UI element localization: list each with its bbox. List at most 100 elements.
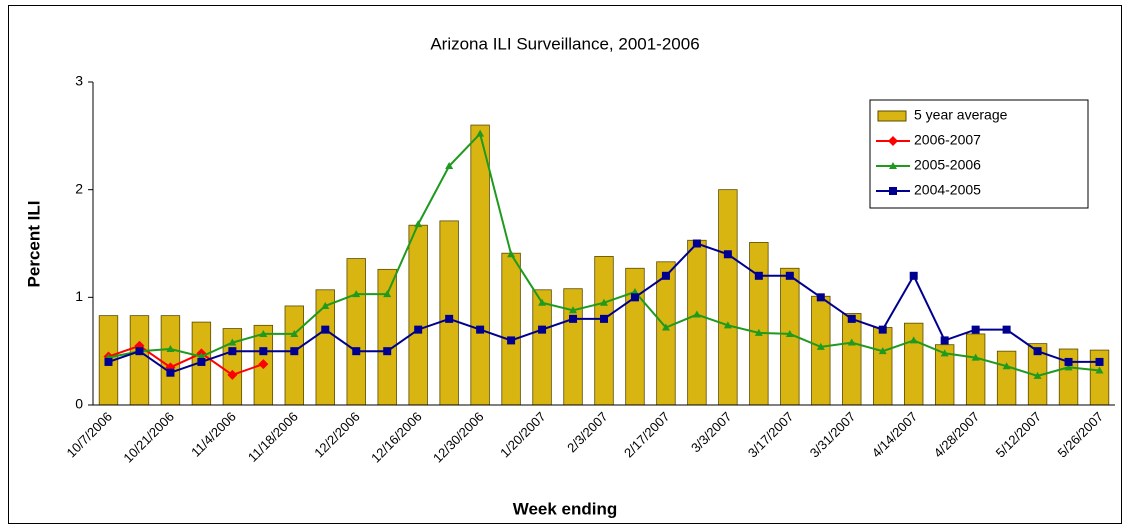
y-tick-label: 3 bbox=[75, 73, 83, 89]
bar bbox=[656, 261, 676, 406]
point bbox=[878, 347, 887, 355]
point bbox=[1095, 366, 1104, 374]
bar bbox=[408, 224, 428, 406]
point bbox=[1033, 347, 1042, 356]
point bbox=[414, 220, 423, 228]
point bbox=[600, 298, 608, 306]
point bbox=[290, 329, 299, 337]
point bbox=[909, 336, 918, 344]
point bbox=[909, 271, 918, 280]
bar bbox=[718, 189, 738, 406]
point bbox=[692, 310, 701, 318]
point bbox=[507, 336, 516, 345]
point bbox=[889, 187, 897, 195]
bar bbox=[532, 289, 552, 406]
point bbox=[878, 325, 887, 334]
point bbox=[104, 357, 113, 366]
bar bbox=[811, 295, 831, 406]
legend-label: 2004-2005 bbox=[914, 182, 981, 198]
point bbox=[538, 325, 547, 334]
point bbox=[785, 271, 794, 280]
bar bbox=[904, 322, 924, 406]
point bbox=[1002, 362, 1011, 370]
y-tick-label: 1 bbox=[75, 288, 83, 304]
y-tick-label: 2 bbox=[75, 180, 83, 196]
bar bbox=[346, 258, 366, 406]
point bbox=[847, 338, 856, 346]
bar bbox=[377, 268, 397, 406]
point bbox=[228, 347, 237, 356]
point bbox=[754, 328, 763, 336]
chart-frame bbox=[8, 5, 1122, 524]
bar bbox=[439, 220, 459, 406]
chart-title: Arizona ILI Surveillance, 2001-2006 bbox=[430, 34, 699, 53]
point bbox=[888, 136, 898, 146]
point bbox=[352, 290, 361, 298]
bar bbox=[1058, 348, 1079, 406]
point bbox=[630, 293, 639, 302]
point bbox=[259, 347, 268, 356]
bar bbox=[129, 315, 150, 406]
bar bbox=[470, 124, 490, 406]
bar bbox=[996, 350, 1017, 406]
point bbox=[816, 342, 825, 350]
point bbox=[1095, 357, 1104, 366]
point bbox=[321, 301, 330, 309]
point bbox=[507, 250, 516, 258]
point bbox=[847, 314, 856, 323]
point bbox=[723, 321, 732, 329]
bar bbox=[873, 327, 893, 406]
legend-swatch bbox=[877, 110, 907, 122]
point bbox=[166, 345, 175, 353]
point bbox=[290, 347, 299, 356]
point bbox=[135, 347, 144, 356]
point bbox=[197, 352, 206, 360]
bar bbox=[563, 288, 583, 406]
point bbox=[1033, 371, 1042, 379]
point bbox=[445, 161, 454, 169]
bar bbox=[749, 242, 769, 406]
point bbox=[228, 338, 237, 346]
bar bbox=[965, 333, 986, 406]
legend: 5 year average 2006-2007 2005-2006 2004-200… bbox=[869, 99, 1089, 209]
y-axis-label: Percent ILI bbox=[24, 201, 43, 288]
point bbox=[383, 290, 392, 298]
point bbox=[940, 336, 949, 345]
point bbox=[754, 271, 763, 280]
bar bbox=[687, 239, 707, 406]
point bbox=[166, 368, 175, 377]
point bbox=[889, 162, 897, 169]
bar bbox=[284, 305, 304, 406]
point bbox=[352, 347, 361, 356]
bar bbox=[160, 315, 181, 406]
point bbox=[569, 306, 578, 314]
legend-label: 2005-2006 bbox=[914, 157, 981, 173]
point bbox=[661, 271, 670, 280]
y-tick-label: 0 bbox=[75, 396, 83, 412]
point bbox=[692, 239, 701, 248]
point bbox=[971, 325, 980, 334]
point bbox=[816, 293, 825, 302]
line bbox=[108, 344, 264, 377]
point bbox=[259, 329, 268, 337]
point bbox=[569, 314, 578, 323]
bar bbox=[501, 252, 521, 406]
point bbox=[1064, 363, 1073, 371]
point bbox=[383, 347, 392, 356]
point bbox=[321, 325, 330, 334]
point bbox=[1064, 357, 1073, 366]
point bbox=[661, 323, 670, 331]
point bbox=[723, 250, 732, 259]
x-axis-label: Week ending bbox=[513, 499, 618, 518]
point bbox=[785, 329, 794, 337]
point bbox=[227, 369, 238, 380]
legend-label: 2006-2007 bbox=[914, 132, 981, 148]
point bbox=[600, 314, 608, 323]
point bbox=[971, 353, 980, 361]
point bbox=[197, 357, 206, 366]
point bbox=[476, 325, 485, 334]
point bbox=[940, 349, 949, 357]
point bbox=[258, 359, 269, 370]
